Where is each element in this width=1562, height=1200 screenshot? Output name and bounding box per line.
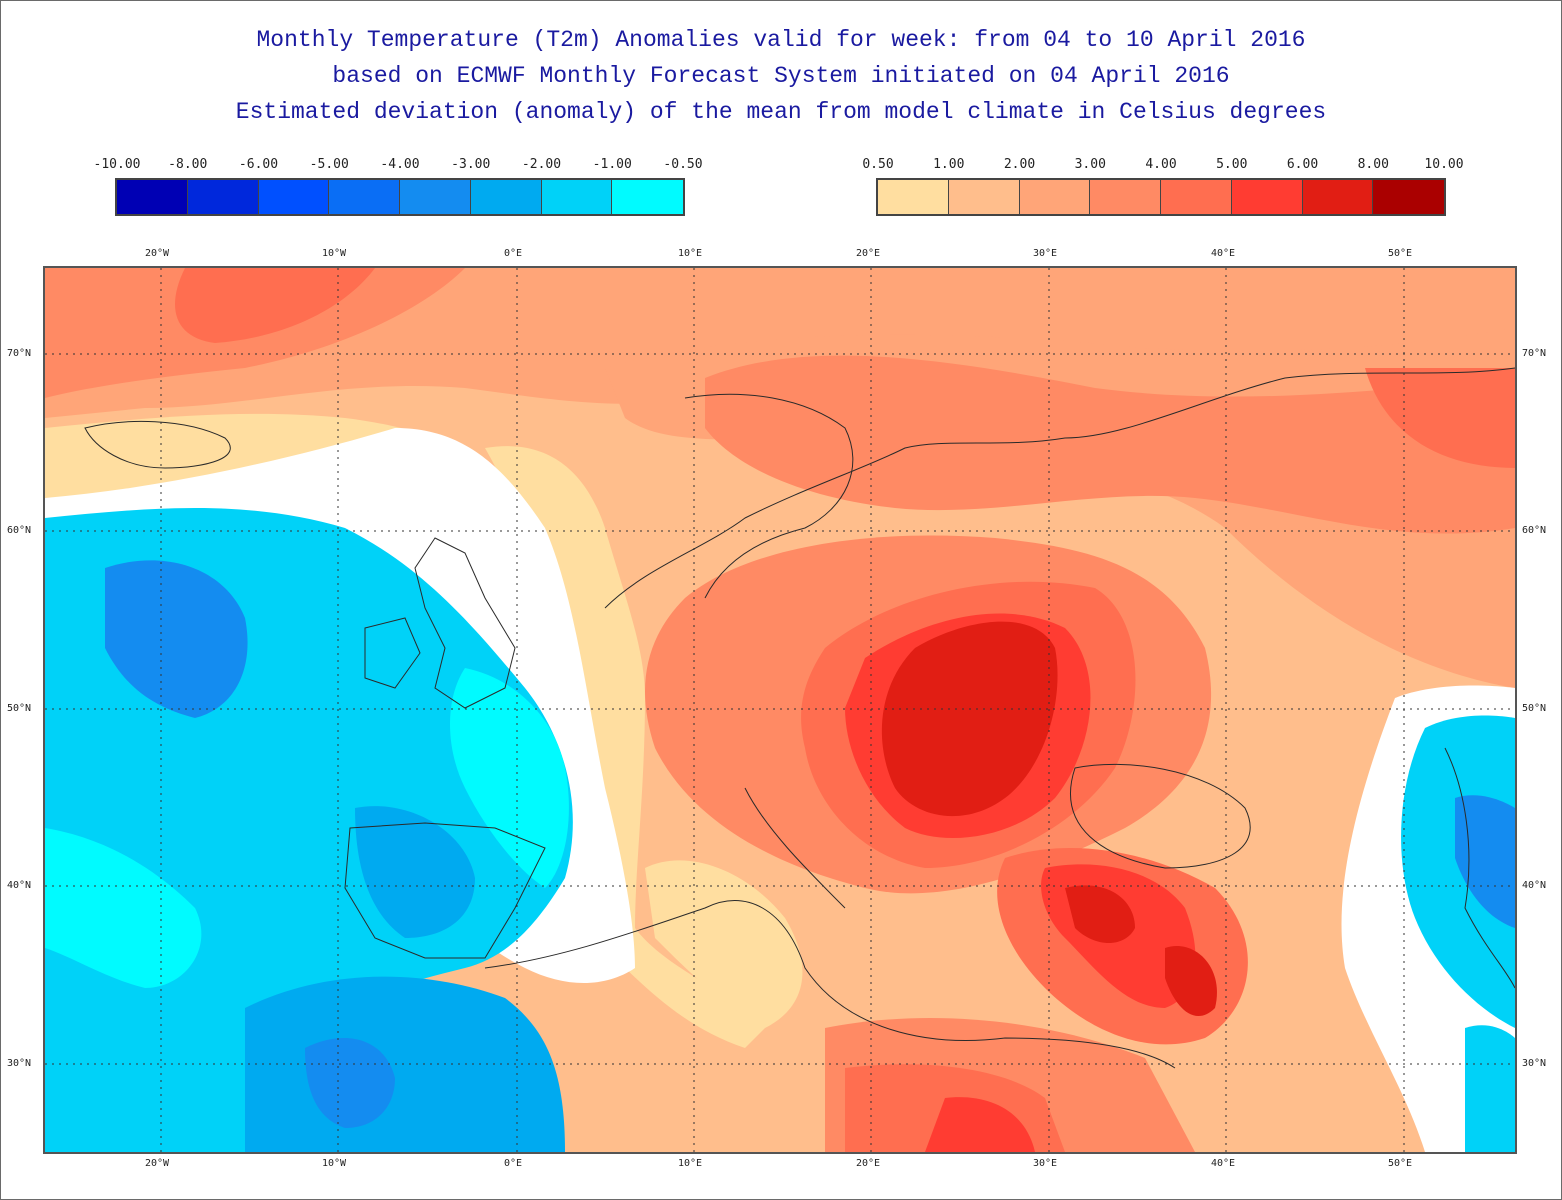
legend-cold-swatch-6 [541, 180, 613, 214]
legend-warm-label-0: 0.50 [862, 157, 894, 172]
legend-warm-label-7: 8.00 [1357, 157, 1389, 172]
coast-ireland [364, 617, 421, 689]
lon-label-top-30e: 30°E [1033, 248, 1058, 259]
anomaly-field-canaries-minus3-minus4 [305, 1038, 395, 1128]
legend-warm-swatch-0 [878, 180, 949, 214]
coast-black-sea [1070, 763, 1251, 869]
anomaly-field-central-6-8 [881, 621, 1058, 817]
lat-label-left-70n: 70°N [7, 348, 32, 359]
legend-cold-label-0: -10.00 [93, 157, 141, 172]
legend-warm-label-6: 6.00 [1286, 157, 1319, 172]
lat-label-left-40n: 40°N [7, 880, 32, 891]
coast-iceland [84, 420, 231, 469]
title-line-3: Estimated deviation (anomaly) of the mea… [235, 99, 1327, 125]
legend-warm-label-2: 2.00 [1003, 157, 1036, 172]
lon-label-bottom-20w: 20°W [145, 1158, 170, 1169]
legend-cold-label-7: -1.00 [592, 157, 632, 172]
coast-mediterranean [484, 900, 1176, 1069]
legend-warm-swatch-5 [1231, 180, 1303, 214]
legend-warm-swatch-1 [948, 180, 1020, 214]
coast-great-britain [414, 537, 516, 709]
lon-label-top-40e: 40°E [1211, 248, 1236, 259]
legend-cold-label-6: -2.00 [521, 157, 562, 172]
legend-warm-swatch-6 [1302, 180, 1374, 214]
legend-warm-swatch-7 [1373, 180, 1444, 214]
lon-label-top-10w: 10°W [322, 248, 347, 259]
lon-label-top-10e: 10°E [678, 248, 703, 259]
legend-cold-label-2: -6.00 [238, 157, 279, 172]
anomaly-field-caspian-minus1-minus2 [1401, 715, 1515, 1028]
coast-scandinavia [684, 393, 854, 599]
lon-label-top-20w: 20°W [145, 248, 170, 259]
lat-label-left-30n: 30°N [7, 1058, 32, 1069]
anomaly-field-turkey-6-8a [1065, 885, 1135, 943]
legend-cold-label-4: -4.00 [380, 157, 420, 172]
lon-label-top-50e: 50°E [1388, 248, 1413, 259]
legend-cold-label-8: -0.50 [663, 157, 703, 172]
legend-warm-label-3: 3.00 [1074, 157, 1106, 172]
lat-label-left-50n: 50°N [7, 703, 32, 714]
lon-label-top-0e: 0°E [504, 248, 523, 259]
legend-cold-swatch-4 [400, 180, 471, 214]
legend-warm-swatch-2 [1019, 180, 1091, 214]
legend-cold-swatch-1 [187, 180, 259, 214]
legend-cold-swatch-7 [612, 180, 683, 214]
anomaly-field-med-0.5-1 [645, 860, 803, 1028]
coast-iberia [344, 822, 546, 959]
anomaly-field-biscay-minus0.5-minus1 [450, 668, 569, 888]
lon-label-bottom-10w: 10°W [322, 1158, 347, 1169]
coast-caspian [1444, 747, 1515, 989]
map-canvas [45, 268, 1515, 1152]
anomaly-field-nw-4-5 [175, 268, 375, 343]
legend-cold-swatch-5 [470, 180, 542, 214]
anomaly-field-libya-5-6 [925, 1097, 1035, 1152]
anomaly-field-scandinavia-3-4 [705, 355, 1515, 534]
lon-label-bottom-40e: 40°E [1211, 1158, 1236, 1169]
legend-cold-swatch-0 [117, 180, 188, 214]
lon-label-bottom-10e: 10°E [678, 1158, 703, 1169]
legend-warm-label-1: 1.00 [933, 157, 965, 172]
lat-label-right-50n: 50°N [1522, 703, 1547, 714]
legend-warm-label-8: 10.00 [1424, 157, 1464, 172]
graticule [45, 268, 1515, 1152]
anomaly-field-caspian-minus3-minus4 [1455, 795, 1515, 928]
anomaly-field-iberia-minus2-minus3 [355, 806, 475, 938]
lon-label-bottom-20e: 20°E [856, 1158, 881, 1169]
anomaly-field-levant-6-8b [1165, 946, 1217, 1017]
anomaly-field-atlantic-minus3-minus4 [105, 560, 248, 718]
lon-label-top-20e: 20°E [856, 248, 881, 259]
title-line-1: Monthly Temperature (T2m) Anomalies vali… [256, 27, 1306, 53]
anomaly-field-iran-minus1-minus2 [1465, 1025, 1515, 1152]
anomaly-map [43, 266, 1517, 1154]
lat-label-left-60n: 60°N [7, 525, 32, 536]
lat-label-right-40n: 40°N [1522, 880, 1547, 891]
anomaly-field-azores-minus0.5-minus1 [45, 828, 202, 988]
legend-warm-swatch-3 [1090, 180, 1161, 214]
legend-cold-colorbar [115, 178, 685, 216]
legend-cold-label-1: -8.00 [168, 157, 208, 172]
coastlines [84, 367, 1515, 1069]
coast-north-europe [604, 367, 1515, 609]
legend-warm-label-4: 4.00 [1145, 157, 1177, 172]
legend-warm-label-5: 5.00 [1216, 157, 1248, 172]
legend-cold-swatch-2 [258, 180, 330, 214]
title-line-2: based on ECMWF Monthly Forecast System i… [332, 63, 1230, 89]
lon-label-bottom-0e: 0°E [504, 1158, 523, 1169]
legend-cold-swatch-3 [329, 180, 400, 214]
legend-warm-swatch-4 [1161, 180, 1232, 214]
lon-label-bottom-30e: 30°E [1033, 1158, 1058, 1169]
anomaly-field-northeast-4-5 [1365, 368, 1515, 468]
lat-label-right-60n: 60°N [1522, 525, 1547, 536]
lat-label-right-70n: 70°N [1522, 348, 1547, 359]
legend-cold-label-3: -5.00 [309, 157, 349, 172]
legend-cold-label-5: -3.00 [451, 157, 491, 172]
lat-label-right-30n: 30°N [1522, 1058, 1547, 1069]
legend-warm-colorbar [876, 178, 1446, 216]
coast-italy [744, 787, 846, 909]
lon-label-bottom-50e: 50°E [1388, 1158, 1413, 1169]
